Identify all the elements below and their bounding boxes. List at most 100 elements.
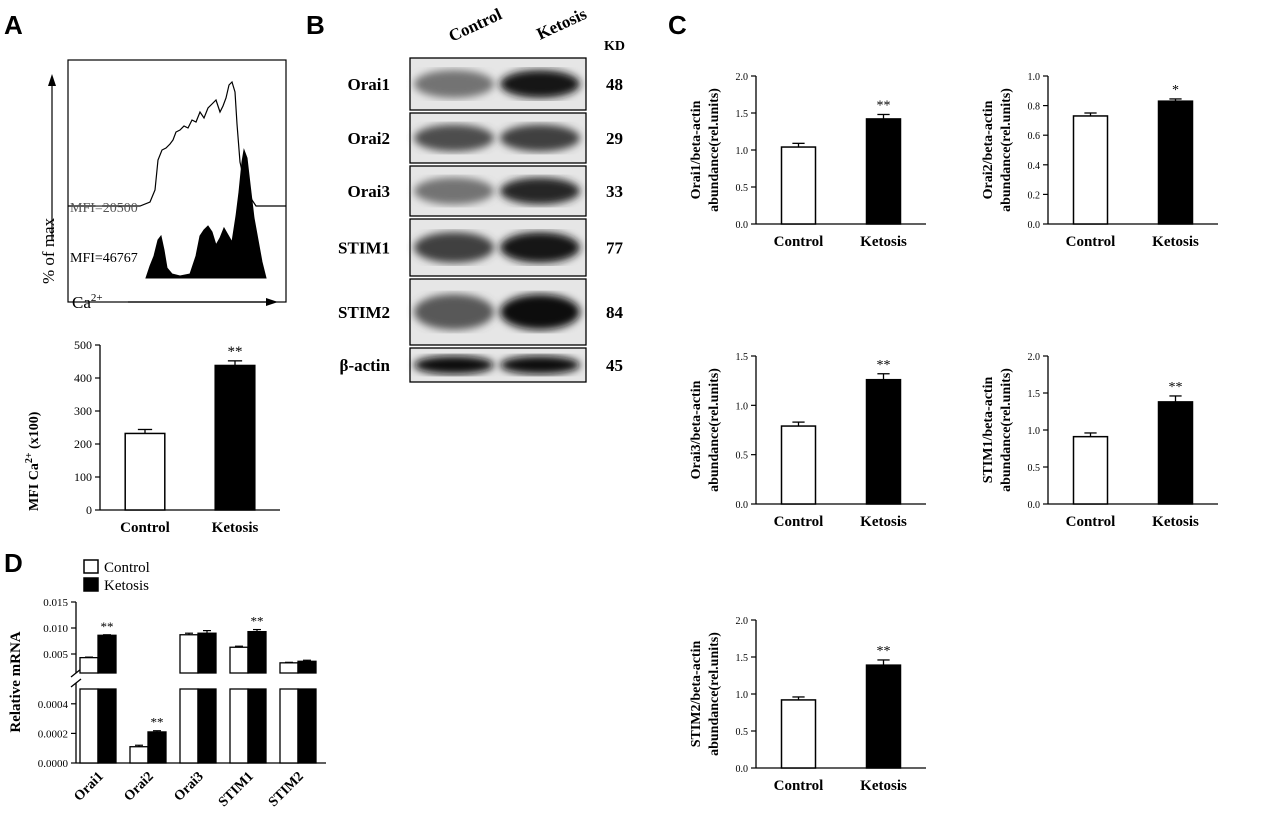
- y-tick-label: 2.0: [736, 616, 749, 627]
- y-axis-label-line2: abundance(rel.units): [999, 368, 1014, 492]
- y-axis-label-line2: abundance(rel.units): [707, 632, 722, 756]
- legend-label: Control: [104, 560, 150, 576]
- bar-ketosis-orai2: [147, 731, 167, 764]
- y-tick-label: 0.4: [1028, 161, 1041, 172]
- blot-kd-value: 29: [606, 129, 623, 148]
- y-tick-label: 1.5: [736, 352, 749, 363]
- blot-band: [414, 232, 494, 263]
- significance-marker: **: [251, 614, 264, 629]
- y-tick-label: 0.5: [1028, 463, 1041, 474]
- bar-control: [780, 425, 817, 505]
- bar-control: [1072, 115, 1109, 225]
- blot-protein-label: STIM2: [338, 303, 390, 322]
- chart-c-orai3: 0.0 0.5 1.0 1.5 Control ** Ketosis Orai3/beta-a…: [689, 352, 926, 530]
- bar-control-orai1-lower: [79, 688, 99, 764]
- legend-label: Ketosis: [104, 578, 149, 594]
- bar-control: [780, 146, 817, 225]
- y-tick-label: 0: [86, 503, 92, 517]
- panel-letter-a: A: [4, 10, 23, 40]
- control-histogram-trace: [68, 80, 286, 207]
- bar-control-orai3-lower: [179, 688, 199, 764]
- x-category-label: Control: [1066, 514, 1116, 530]
- kd-header: KD: [604, 39, 625, 54]
- bar-ketosis: [865, 118, 902, 225]
- y-axis-label-line2: abundance(rel.units): [707, 368, 722, 492]
- y-tick-label: 2.0: [1028, 352, 1041, 363]
- blot-band: [414, 69, 494, 99]
- bar-ketosis-orai3: [197, 632, 217, 674]
- blot-band: [500, 69, 580, 99]
- bar-ketosis: [865, 664, 902, 769]
- bar-ketosis-stim1-lower: [247, 688, 267, 764]
- flow-x-label: Ca2+: [72, 292, 103, 312]
- y-tick-label: 0.2: [1028, 190, 1041, 201]
- panel-letter-d: D: [4, 548, 23, 578]
- blot-kd-value: 45: [606, 356, 623, 375]
- bar-ketosis-orai1-lower: [97, 688, 117, 764]
- y-tick-label: 0.0: [1028, 220, 1041, 231]
- flow-y-label: % of max: [39, 217, 58, 284]
- y-axis-label-line1: Orai1/beta-actin: [689, 100, 704, 199]
- y-tick-label: 1.5: [1028, 389, 1041, 400]
- significance-marker: **: [228, 344, 243, 360]
- y-axis-label: MFI Ca2+ (x100): [24, 411, 42, 511]
- flow-histogram: MFI=20500 MFI=46767 % of max Ca2+: [39, 59, 287, 312]
- bar-ketosis: [865, 378, 902, 505]
- blot-band: [500, 177, 580, 205]
- y-tick-label: 0.005: [43, 649, 68, 661]
- y-tick-label: 1.5: [736, 109, 749, 120]
- bar-control: [124, 432, 166, 511]
- chart-d-mrna: 0.005 0.010 0.015 0.0000 0.0002 0.0004 Relativ…: [8, 559, 326, 810]
- y-tick-label: 1.0: [1028, 426, 1041, 437]
- y-tick-label: 0.010: [43, 623, 68, 635]
- blot-kd-value: 48: [606, 75, 623, 94]
- x-category-label: Control: [774, 778, 824, 794]
- blot-band: [500, 232, 580, 263]
- chart-a-mfi: 0 100 200 300 400 500 Control ** Ketosis MFI Ca2+…: [24, 338, 280, 535]
- significance-marker: **: [877, 98, 891, 113]
- significance-marker: **: [101, 619, 114, 634]
- y-axis-label-line1: Orai2/beta-actin: [981, 100, 996, 199]
- x-category-label: Ketosis: [212, 520, 259, 535]
- bar-control-orai2: [129, 746, 149, 764]
- x-category-label: Orai2: [121, 769, 156, 804]
- legend-swatch-control: [83, 559, 99, 574]
- y-tick-label: 0.5: [736, 183, 749, 194]
- axis-break-mark: [70, 668, 82, 678]
- y-axis-label-line2: abundance(rel.units): [999, 88, 1014, 212]
- x-category-label: STIM2: [266, 769, 307, 810]
- bar-ketosis-stim1: [247, 630, 267, 674]
- blot-band: [414, 124, 494, 152]
- y-tick-label: 1.0: [736, 690, 749, 701]
- mfi-control-label: MFI=20500: [70, 201, 138, 216]
- y-tick-label: 0.0000: [38, 758, 69, 770]
- y-tick-label: 0.5: [736, 451, 749, 462]
- y-tick-label: 1.0: [736, 401, 749, 412]
- bar-ketosis: [1157, 401, 1194, 505]
- y-tick-label: 300: [74, 404, 92, 418]
- x-category-label: Ketosis: [860, 778, 907, 794]
- blot-protein-label: Orai2: [348, 129, 391, 148]
- blot-protein-label: Orai3: [348, 182, 391, 201]
- y-tick-label: 0.0: [1028, 500, 1041, 511]
- y-tick-label: 0.5: [736, 727, 749, 738]
- bar-control-orai1: [79, 656, 99, 674]
- blot-band: [500, 124, 580, 152]
- panel-letter-b: B: [306, 10, 325, 40]
- blot-kd-value: 33: [606, 182, 623, 201]
- y-axis-label-line2: abundance(rel.units): [707, 88, 722, 212]
- y-axis-label-line1: Orai3/beta-actin: [689, 380, 704, 479]
- y-axis-label: Relative mRNA: [8, 631, 24, 732]
- significance-marker: *: [1172, 83, 1179, 98]
- blot-band: [500, 294, 580, 330]
- bar-ketosis-stim2: [297, 660, 317, 674]
- bar-ketosis: [214, 364, 256, 511]
- lane-label-control: Control: [446, 4, 505, 45]
- x-category-label: Ketosis: [860, 514, 907, 530]
- blot-svg: Control Ketosis KD Orai1 48 Orai2 29 Orai3 33…: [338, 4, 625, 383]
- y-tick-label: 2.0: [736, 72, 749, 83]
- significance-marker: **: [151, 715, 164, 730]
- bar-control-stim1: [229, 646, 249, 674]
- x-category-label: Ketosis: [1152, 514, 1199, 530]
- y-tick-label: 1.0: [1028, 72, 1041, 83]
